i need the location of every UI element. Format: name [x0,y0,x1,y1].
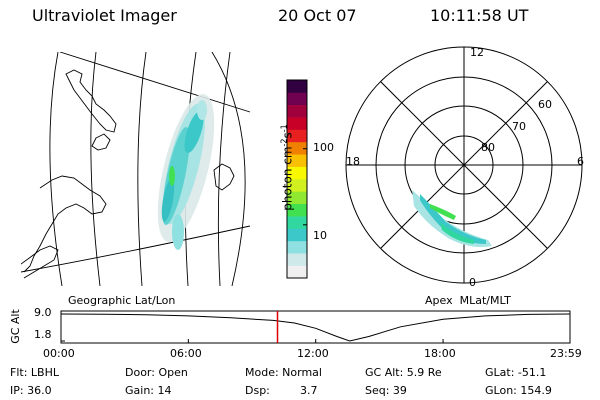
polar-panel-label: Apex MLat/MLT [425,294,511,307]
geographic-map [21,52,251,286]
ip-info: IP: 36.0 [10,384,52,397]
orbit-xtick-label: 06:00 [170,347,202,360]
colorbar-band [287,228,307,242]
colorbar-band [287,253,307,266]
colorbar-band [287,80,307,93]
colorbar-band [287,104,307,118]
coastline-west [21,245,59,279]
mlt-label-18: 18 [346,155,360,168]
mlt-label-0: 0 [469,276,476,289]
coastline-new-zealand [23,69,117,273]
door-info: Door: Open [125,366,188,379]
grid-lon-line [49,52,63,286]
orbit-ytick-label: 9.0 [34,306,52,319]
colorbar-band [287,154,307,167]
colorbar-band [287,129,307,143]
colorbar-band [287,216,307,229]
gc-alt-info: GC Alt: 5.9 Re [365,366,442,379]
date-text: 20 Oct 07 [278,6,357,25]
polar-plot [345,46,583,284]
dsp-label: Dsp: [245,384,270,397]
gain-info: Gain: 14 [125,384,172,397]
mlt-label-6: 6 [577,155,584,168]
grid-lon-line [217,52,231,286]
mlt-label-12: 12 [470,46,484,59]
earth-limb [211,52,246,286]
colorbar-band [287,179,307,192]
altitude-curve [60,313,571,342]
grid-lon-line [90,52,101,286]
colorbar-tick-label: 10 [313,229,327,242]
colorbar-band [287,191,307,205]
glat-info: GLat: -51.1 [485,366,547,379]
colorbar-unit-label: photon cm-2s-1 [279,124,295,211]
orbit-ytick-label: 1.8 [34,328,52,341]
orbit-xtick-label: 23:59 [550,347,582,360]
grid-lat-line [59,52,251,113]
instrument-title: Ultraviolet Imager [32,6,177,25]
time-text: 10:11:58 UT [430,6,529,25]
filter-info: Flt: LBHL [10,366,59,379]
orbit-xtick-label: 18:00 [424,347,456,360]
mlat-label-70: 70 [512,120,526,133]
glon-info: GLon: 154.9 [485,384,552,397]
mlat-label-60: 60 [538,98,552,111]
colorbar-frame [286,79,308,279]
dsp-value: 3.7 [300,384,318,397]
colorbar-band [287,265,307,279]
orbit-xtick-label: 00:00 [43,347,75,360]
colorbar-band [287,203,307,217]
aurora-emission-polar [412,190,492,247]
colorbar-band [287,141,307,155]
colorbar-band [287,240,307,254]
colorbar [286,79,308,279]
geographic-panel-label: Geographic Lat/Lon [68,294,176,307]
aurora-emission-geo [157,94,215,250]
orbit-ylabel: GC Alt [8,309,22,344]
colorbar-band [287,117,307,130]
colorbar-band [287,92,307,106]
orbit-altitude-plot [60,310,571,344]
seq-info: Seq: 39 [365,384,407,397]
coastline-island [213,163,235,191]
colorbar-band [287,166,307,180]
grid-lon-line [137,52,147,286]
mode-info: Mode: Normal [245,366,322,379]
orbit-xtick-label: 12:00 [297,347,329,360]
mlt-diagonal [380,81,548,249]
mlat-label-80: 80 [481,141,495,154]
colorbar-tick-label: 100 [313,141,334,154]
